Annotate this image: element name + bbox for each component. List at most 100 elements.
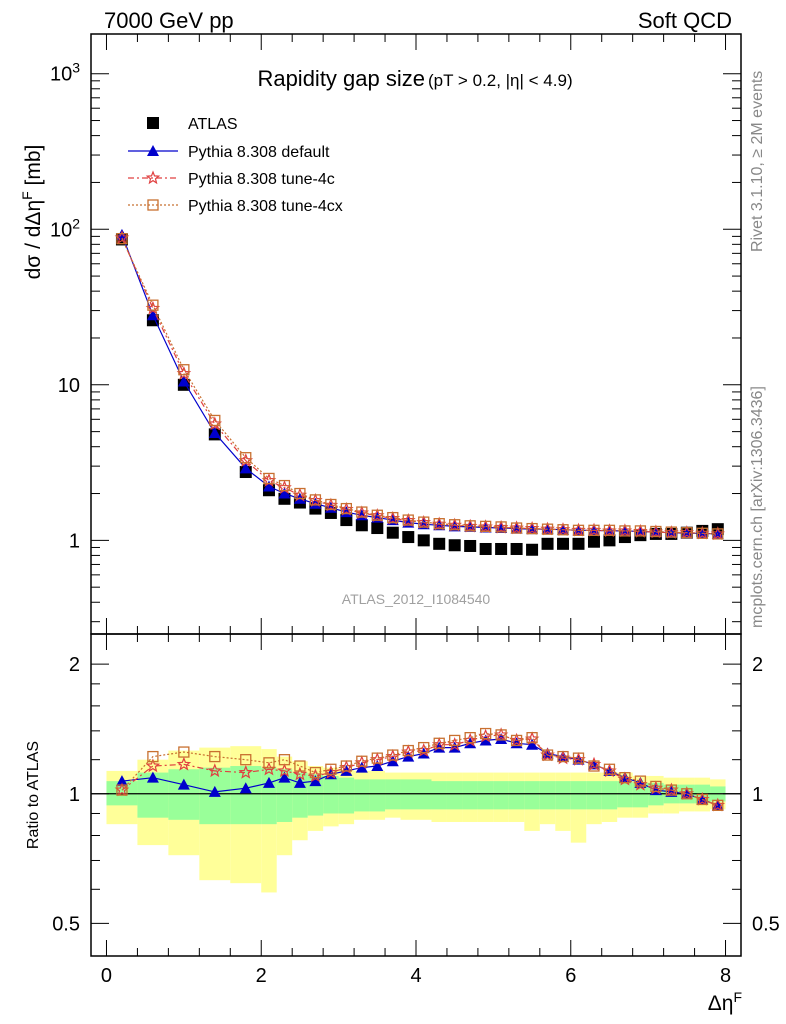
main-point-atlas	[479, 542, 492, 555]
ratio-point-tune4c	[617, 771, 633, 786]
ratio-band-inner	[586, 781, 602, 810]
legend-marker-tune4cx	[147, 199, 159, 211]
ratio-band-inner	[446, 781, 463, 810]
main-point-tune4cx	[340, 502, 353, 515]
ratio-point-tune4c	[292, 766, 308, 781]
ratio-point-tune4c	[447, 737, 462, 751]
ratio-point-tune4cx	[681, 788, 693, 800]
ratio-point-default	[208, 785, 221, 797]
main-point-atlas	[526, 543, 539, 556]
main-title-suffix: (pT > 0.2, |η| < 4.9)	[428, 71, 573, 90]
ratio-band-inner	[493, 781, 509, 810]
ratio-point-tune4c	[509, 732, 524, 747]
ratio-band-inner	[601, 781, 618, 810]
y-tick-label-ratio-right: 1	[752, 784, 763, 806]
rivet-version-label: Rivet 3.1.10, ≥ 2M events	[749, 71, 766, 252]
ratio-point-tune4cx	[309, 766, 322, 779]
y-tick-label-ratio-right: 0.5	[752, 913, 780, 935]
ratio-point-tune4cx	[356, 755, 368, 767]
ratio-point-default	[177, 778, 190, 790]
main-point-tune4c	[524, 520, 540, 535]
main-point-tune4c	[571, 522, 586, 537]
main-point-default	[239, 462, 252, 474]
ratio-point-tune4cx	[147, 750, 159, 763]
x-tick-label: 8	[720, 965, 731, 987]
main-point-tune4cx	[116, 233, 128, 245]
ratio-point-tune4c	[493, 727, 509, 742]
main-point-atlas	[587, 535, 600, 548]
main-point-tune4cx	[387, 511, 399, 524]
y-tick-label-main: 1	[69, 530, 80, 552]
main-line-tune4c	[121, 237, 718, 535]
main-point-tune4cx	[209, 414, 221, 427]
main-point-tune4cx	[479, 520, 492, 533]
main-point-atlas	[557, 537, 570, 550]
main-point-tune4cx	[371, 509, 383, 521]
ratio-band-inner	[292, 772, 308, 818]
main-point-atlas	[448, 539, 461, 552]
ratio-point-tune4c	[238, 764, 254, 779]
main-point-default	[278, 487, 291, 499]
ratio-band-inner	[369, 779, 386, 812]
ratio-point-tune4c	[664, 782, 679, 797]
main-point-tune4c	[323, 497, 339, 512]
ratio-point-tune4cx	[433, 737, 445, 749]
main-point-atlas	[417, 534, 430, 547]
ratio-point-tune4c	[401, 744, 416, 759]
main-point-atlas	[433, 537, 446, 550]
main-point-atlas	[386, 526, 399, 539]
main-point-tune4cx	[325, 498, 337, 511]
ratio-point-tune4c	[385, 748, 401, 763]
main-point-tune4cx	[557, 524, 569, 536]
x-axis-label: ΔηF	[708, 989, 742, 1015]
ratio-band-inner	[477, 781, 494, 810]
main-point-default	[177, 375, 190, 387]
header-left: 7000 GeV pp	[104, 8, 234, 33]
main-point-tune4c	[695, 525, 710, 540]
ratio-point-default	[293, 776, 306, 788]
main-point-atlas	[603, 534, 616, 547]
main-point-tune4cx	[712, 528, 724, 540]
ratio-point-tune4cx	[209, 750, 221, 763]
main-point-tune4cx	[495, 521, 507, 533]
legend-label-default: Pythia 8.308 default	[188, 144, 330, 161]
main-point-tune4c	[555, 522, 571, 536]
main-point-tune4c	[431, 516, 447, 531]
ratio-point-tune4c	[277, 763, 292, 778]
ratio-point-default	[262, 776, 275, 788]
main-point-tune4c	[354, 505, 370, 520]
main-point-tune4cx	[619, 525, 631, 537]
ratio-band-inner	[462, 781, 478, 810]
main-point-tune4cx	[665, 526, 678, 538]
main-y-axis-label: dσ / dΔηF [mb]	[19, 145, 45, 280]
ratio-point-tune4cx	[278, 754, 291, 766]
main-point-tune4c	[416, 514, 431, 529]
main-point-tune4cx	[634, 525, 647, 537]
main-point-tune4c	[145, 300, 161, 315]
main-point-tune4c	[462, 518, 478, 533]
main-point-tune4c	[478, 519, 493, 534]
main-point-tune4cx	[356, 506, 368, 518]
header-right: Soft QCD	[638, 8, 732, 33]
main-point-tune4cx	[418, 516, 430, 528]
ratio-point-tune4cx	[263, 757, 275, 769]
ratio-point-tune4c	[370, 752, 385, 766]
main-point-tune4c	[633, 523, 648, 538]
ratio-band-inner	[400, 779, 416, 810]
main-point-tune4c	[493, 519, 509, 534]
main-point-tune4cx	[263, 472, 275, 485]
main-point-default	[262, 480, 275, 492]
ratio-point-tune4cx	[588, 760, 600, 772]
ratio-point-tune4cx	[650, 780, 662, 793]
main-point-atlas	[402, 531, 415, 544]
ratio-point-tune4cx	[402, 744, 414, 757]
y-tick-label-ratio-right: 2	[752, 654, 763, 676]
ratio-point-tune4cx	[479, 727, 492, 740]
ratio-point-tune4c	[145, 758, 161, 773]
ratio-point-tune4cx	[418, 741, 430, 754]
main-point-tune4c	[617, 523, 633, 538]
legend-label-tune4c: Pythia 8.308 tune-4c	[188, 171, 335, 188]
ratio-point-tune4c	[207, 763, 223, 778]
ratio-point-default	[146, 771, 159, 783]
ratio-band-inner	[508, 781, 525, 810]
